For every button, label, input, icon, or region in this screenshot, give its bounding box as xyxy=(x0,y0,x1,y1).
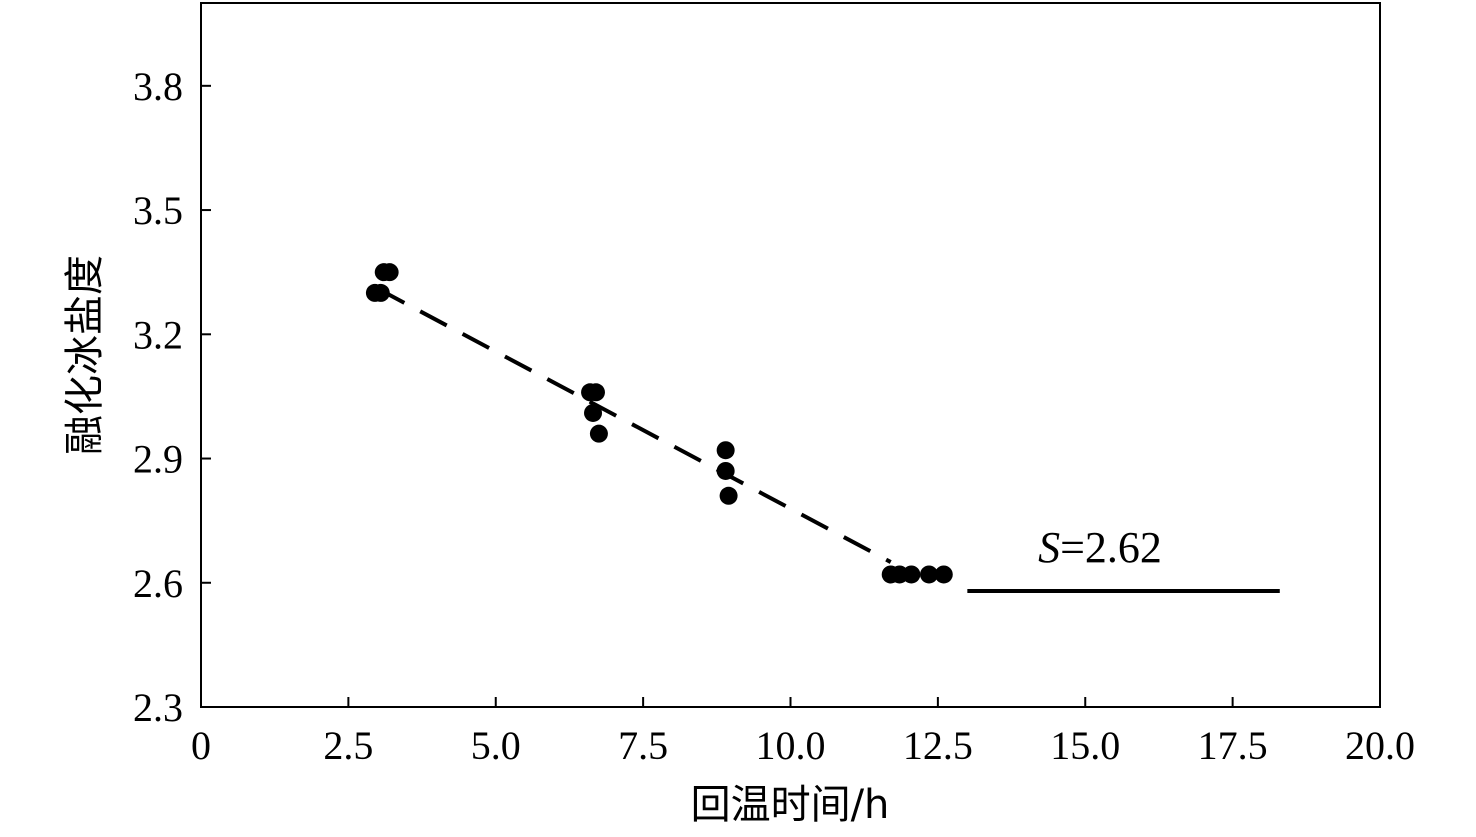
data-point xyxy=(584,403,603,422)
x-tick-label: 12.5 xyxy=(903,723,973,768)
x-tick-label: 20.0 xyxy=(1345,723,1415,768)
data-point xyxy=(934,565,953,584)
x-tick-label: 15.0 xyxy=(1050,723,1120,768)
y-tick-label: 3.2 xyxy=(133,312,183,357)
data-point xyxy=(716,461,735,480)
data-point xyxy=(719,486,738,505)
y-tick-label: 3.5 xyxy=(133,188,183,233)
data-point xyxy=(380,263,399,282)
y-tick-label: 2.6 xyxy=(133,561,183,606)
data-point xyxy=(371,283,390,302)
y-tick-label: 2.3 xyxy=(133,685,183,730)
y-axis-title: 融化冰盐度 xyxy=(62,255,108,455)
data-point xyxy=(920,565,939,584)
y-tick-label: 3.8 xyxy=(133,64,183,109)
data-point xyxy=(586,383,605,402)
annotation-prefix: S xyxy=(1038,523,1060,572)
plot-frame xyxy=(200,2,1381,708)
data-points xyxy=(365,263,953,584)
x-tick-label: 17.5 xyxy=(1198,723,1268,768)
x-axis-title: 回温时间/h xyxy=(691,782,890,828)
trend-lines xyxy=(376,286,1280,594)
y-tick-label: 2.9 xyxy=(133,437,183,482)
data-point xyxy=(589,424,608,443)
annotation-value: =2.62 xyxy=(1060,523,1162,572)
x-tick-label: 5.0 xyxy=(471,723,521,768)
axis-ticks: 0 2.5 5.0 7.5 10.0 12.5 15.0 17.5 20.0 2.3 2.6 2.9 3… xyxy=(133,64,1415,768)
x-tick-label: 2.5 xyxy=(323,723,373,768)
x-tick-label: 7.5 xyxy=(618,723,668,768)
x-tick-label: 10.0 xyxy=(756,723,826,768)
trend-line-dashed xyxy=(376,286,892,564)
data-point xyxy=(902,565,921,584)
data-point xyxy=(716,441,735,460)
x-tick-label: 0 xyxy=(191,723,211,768)
annotation-label: S=2.62 xyxy=(1038,523,1162,572)
